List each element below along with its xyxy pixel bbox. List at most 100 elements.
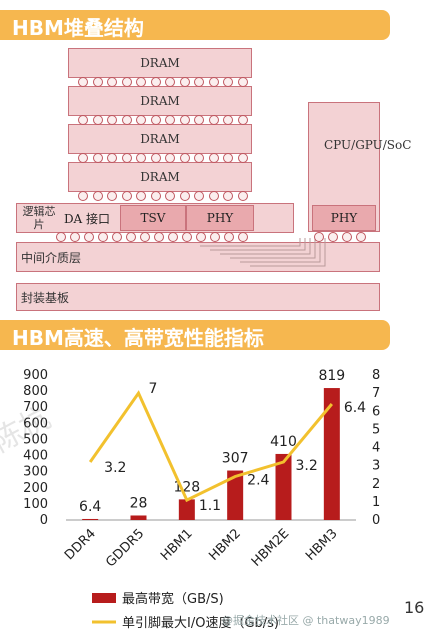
y-left-tick-label: 200: [23, 481, 48, 496]
legend: 最高带宽（GB/S) 单引脚最大I/O速度（Gb/s): [92, 591, 279, 631]
microbump: [194, 191, 204, 201]
microbump: [140, 232, 150, 242]
da-interface: DA 接口: [55, 206, 119, 230]
phy-label: PHY: [206, 211, 234, 225]
bar-data-label: 410: [270, 434, 297, 450]
y-left-tick-label: 600: [23, 416, 48, 431]
bar-data-label: 6.4: [79, 499, 101, 515]
microbump: [78, 191, 88, 201]
section-title-metrics: HBM高速、高带宽性能指标: [12, 326, 264, 350]
microbump: [121, 153, 132, 163]
microbump: [179, 77, 190, 87]
y-axis-right: 0 1 2 3 4 5 6 7 8: [372, 368, 380, 528]
y-right-tick-label: 7: [372, 386, 380, 401]
bar: [82, 518, 99, 520]
line-data-label: 3.2: [296, 458, 318, 474]
x-tick-label: DDR4: [62, 526, 99, 563]
dram-layer-4: DRAM: [68, 162, 252, 192]
line-data-label: 7: [149, 381, 158, 397]
logic-die-label: 逻辑芯片: [22, 205, 56, 231]
microbump: [126, 232, 136, 242]
legend-label-bar: 最高带宽（GB/S): [122, 591, 224, 607]
microbump: [107, 153, 117, 163]
microbump: [121, 77, 132, 87]
microbump: [92, 115, 103, 125]
bar-data-label: 28: [130, 495, 148, 511]
line-data-label: 6.4: [344, 400, 366, 416]
microbump: [165, 77, 175, 87]
y-left-tick-label: 800: [23, 384, 48, 399]
dram-layer-1: DRAM: [68, 48, 252, 78]
interposer-label: 中间介质层: [21, 250, 82, 265]
tsv-block: TSV: [120, 205, 186, 231]
line-data-label: 3.2: [104, 460, 126, 476]
x-axis: DDR4 GDDR5 HBM1 HBM2 HBM2E HBM3: [62, 526, 341, 570]
microbump: [356, 232, 366, 242]
dram-layer-3: DRAM: [68, 124, 252, 154]
microbump: [107, 115, 117, 125]
dram-label: DRAM: [140, 94, 180, 108]
microbump: [136, 191, 146, 201]
microbump: [92, 153, 103, 163]
microbump: [78, 77, 88, 87]
bar-data-label: 819: [318, 368, 345, 384]
microbump: [342, 232, 352, 242]
microbump: [150, 191, 161, 201]
line-series: 3.2 7 1.1 2.4 3.2 6.4: [88, 381, 366, 514]
da-interface-label: DA 接口: [63, 211, 111, 226]
dram-label: DRAM: [140, 132, 180, 146]
y-right-tick-label: 8: [372, 368, 380, 383]
microbump: [182, 232, 192, 242]
bar-data-label: 307: [222, 451, 249, 467]
microbump: [223, 77, 233, 87]
interposer: 中间介质层: [16, 242, 380, 272]
x-tick-label: HBM3: [303, 526, 341, 564]
x-tick-label: HBM1: [158, 526, 196, 564]
package-substrate: 封装基板: [16, 283, 380, 311]
microbump: [208, 115, 219, 125]
interposer-wiring: [200, 238, 326, 267]
legend-swatch-bar: [92, 593, 116, 603]
bar: [178, 499, 195, 520]
bar: [227, 470, 244, 520]
microbump: [121, 115, 132, 125]
bar: [130, 515, 147, 520]
microbump: [150, 115, 161, 125]
y-left-tick-label: 500: [23, 432, 48, 447]
y-left-tick-label: 400: [23, 449, 48, 464]
microbump: [136, 153, 146, 163]
y-right-tick-label: 4: [372, 441, 380, 456]
dram-label: DRAM: [140, 56, 180, 70]
microbump: [78, 115, 88, 125]
microbump: [168, 232, 178, 242]
microbump: [179, 191, 190, 201]
microbump: [150, 77, 161, 87]
microbump: [56, 232, 66, 242]
microbump: [208, 77, 219, 87]
soc-phy-label: PHY: [330, 211, 358, 225]
footer-source: @掘金技术社区 @ thatway1989: [222, 614, 390, 627]
microbump: [194, 153, 204, 163]
legend-label-line: 单引脚最大I/O速度（Gb/s): [122, 615, 279, 631]
microbump: [224, 232, 234, 242]
microbump: [208, 191, 219, 201]
line-data-label: 1.1: [199, 498, 221, 514]
bar: [323, 388, 340, 520]
y-left-tick-label: 900: [23, 368, 48, 383]
page-number: 16: [404, 598, 425, 617]
microbump: [238, 232, 248, 242]
microbump: [328, 232, 338, 242]
microbump: [223, 153, 233, 163]
microbump: [136, 115, 146, 125]
y-left-tick-label: 0: [40, 513, 48, 528]
section-header-metrics: HBM高速、高带宽性能指标: [0, 320, 390, 350]
microbump: [314, 232, 324, 242]
microbump: [208, 153, 219, 163]
y-right-tick-label: 1: [372, 495, 380, 510]
microbump: [121, 191, 132, 201]
x-tick-label: GDDR5: [103, 526, 147, 570]
microbump: [136, 77, 146, 87]
x-tick-label: HBM2E: [249, 526, 292, 569]
